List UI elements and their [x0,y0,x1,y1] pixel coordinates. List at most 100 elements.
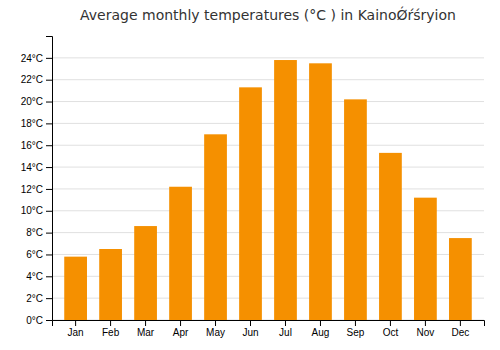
y-tick: 14°C [21,162,52,173]
x-tick-mark [110,320,111,326]
bars [64,60,472,320]
bar [64,257,87,320]
x-tick: Nov [417,320,435,338]
x-tick-mark [145,320,146,326]
y-tick-label: 10°C [21,205,43,216]
bar [239,87,262,320]
x-tick-mark [320,320,321,326]
x-tick-label: Sep [347,327,365,338]
y-tick-mark [46,320,52,321]
y-tick-mark [46,211,52,212]
x-tick: Sep [347,320,365,338]
y-tick: 22°C [21,74,52,85]
x-axis-line [53,321,485,327]
y-tick-label: 18°C [21,118,43,129]
x-tick-label: Apr [173,327,189,338]
y-tick-label: 16°C [21,140,43,151]
y-tick-mark [46,189,52,190]
x-tick-mark [215,320,216,326]
x-tick: Jul [279,320,292,338]
y-tick: 16°C [21,140,52,151]
bar [309,63,332,320]
y-tick: 12°C [21,184,52,195]
y-tick-mark [46,276,52,277]
x-tick-label: Feb [102,327,120,338]
bar [414,198,437,320]
grid-line [52,123,484,124]
x-tick: May [206,320,225,338]
grid-line [52,57,484,58]
x-tick-label: Dec [451,327,469,338]
bar [134,226,157,320]
y-tick-mark [46,233,52,234]
x-tick-label: Jan [68,327,84,338]
bar [169,187,192,320]
x-tick-label: Jul [279,327,292,338]
chart: 0°C 2°C 4°C 6°C 8°C 10°C 12°C 14°C 16°C 18°C 20°C 2… [0,0,500,350]
x-tick: Mar [137,320,155,338]
y-tick: 4°C [26,271,52,282]
x-tick-mark [75,320,76,326]
y-tick-label: 20°C [21,96,43,107]
bar [344,99,367,320]
title: Average monthly temperatures (°C ) in Ka… [80,6,456,23]
y-tick: 20°C [21,96,52,107]
y-tick-label: 0°C [26,315,43,326]
y-tick: 0°C [26,315,52,326]
grid-line [52,101,484,102]
bar [99,249,122,320]
y-tick: 6°C [26,249,52,260]
y-tick-mark [46,254,52,255]
x-tick-mark [180,320,181,326]
grid-line [52,167,484,168]
y-tick-mark [46,298,52,299]
x-tick-label: Nov [417,327,435,338]
y-tick: 8°C [26,227,52,238]
y-tick: 10°C [21,205,52,216]
x-tick-mark [250,320,251,326]
x-tick-label: May [206,327,225,338]
x-tick-label: Jun [242,327,258,338]
y-tick-label: 2°C [26,293,43,304]
x-tick-mark [285,320,286,326]
x-tick: Dec [451,320,469,338]
y-tick-mark [46,102,52,103]
x-tick-mark [390,320,391,326]
grid-line [52,188,484,189]
y-tick-mark [46,123,52,124]
y-tick-label: 8°C [26,227,43,238]
y-tick-label: 24°C [21,53,43,64]
grid-line [52,79,484,80]
y-tick-label: 4°C [26,271,43,282]
chart-container: 0°C 2°C 4°C 6°C 8°C 10°C 12°C 14°C 16°C 18°C 20°C 2… [0,0,500,350]
x-tick-mark [355,320,356,326]
x-tick-label: Mar [137,327,155,338]
y-axis: 0°C 2°C 4°C 6°C 8°C 10°C 12°C 14°C 16°C 18°C 20°C 2… [21,37,53,326]
x-tick: Jun [242,320,258,338]
y-tick-mark [46,167,52,168]
bar [449,238,472,320]
x-tick: Aug [312,320,330,338]
x-tick: Feb [102,320,120,338]
x-tick: Oct [383,320,399,338]
x-tick-mark [425,320,426,326]
y-tick-mark [46,58,52,59]
grid [52,58,484,320]
y-tick-mark [46,80,52,81]
y-tick-label: 14°C [21,162,43,173]
x-tick: Jan [68,320,84,338]
plot: 0°C 2°C 4°C 6°C 8°C 10°C 12°C 14°C 16°C 18°C 20°C 2… [21,37,485,339]
y-tick-label: 6°C [26,249,43,260]
x-tick-mark [460,320,461,326]
bar [204,134,227,320]
y-tick: 18°C [21,118,52,129]
x-tick-label: Aug [312,327,330,338]
y-tick: 2°C [26,293,52,304]
x-axis: Jan Feb Mar Apr May Jun Jul Aug Sep Oct Nov Dec [53,320,485,338]
y-tick: 24°C [21,53,52,64]
y-tick-label: 12°C [21,184,43,195]
y-axis-line [46,37,53,321]
bar [274,60,297,320]
x-tick: Apr [173,320,189,338]
bar [379,153,402,320]
